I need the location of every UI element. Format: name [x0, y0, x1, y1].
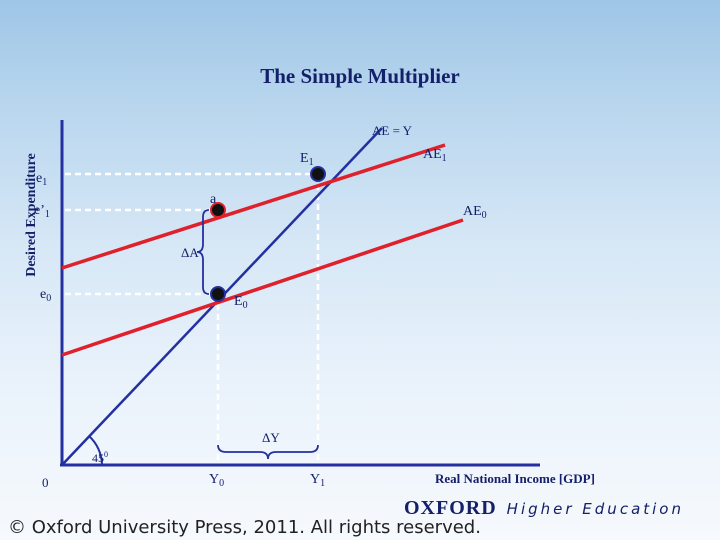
x-axis-label: Real National Income [GDP] — [435, 471, 595, 486]
e1prime-axis-label: e’1 — [34, 203, 50, 220]
ae0-label: AE0 — [463, 204, 487, 221]
e1-point-label: E1 — [300, 151, 314, 168]
point-e1 — [310, 166, 326, 182]
delta-y-label: ΔY — [262, 430, 280, 445]
delta-a-label: ΔA — [181, 245, 199, 260]
e1-axis-label: e1 — [36, 171, 47, 188]
ae1-label: AE1 — [423, 147, 447, 164]
angle-arc — [88, 435, 103, 466]
y1-label: Y1 — [310, 472, 325, 489]
delta-y-brace — [217, 444, 319, 460]
axes — [60, 120, 540, 467]
point-e0 — [210, 286, 226, 302]
copyright-notice: © Oxford University Press, 2011. All rig… — [8, 517, 481, 538]
origin-label: 0 — [42, 475, 49, 490]
ae-equals-y-label: AE = Y — [372, 123, 413, 138]
diagram-title: The Simple Multiplier — [260, 64, 460, 88]
angle-label: 450 — [92, 450, 108, 465]
ae0-line — [61, 218, 464, 357]
a-point-label: a — [210, 192, 217, 207]
oxford-logo: OXFORD Higher Education — [404, 497, 684, 520]
guide-lines — [65, 172, 320, 463]
ae1-line — [61, 143, 446, 270]
e0-point-label: E0 — [234, 294, 248, 311]
logo-oxford-text: OXFORD — [404, 497, 497, 519]
e0-axis-label: e0 — [40, 287, 51, 304]
delta-a-bracket — [196, 209, 210, 295]
logo-higher-education-text: Higher Education — [506, 500, 684, 518]
y0-label: Y0 — [209, 472, 224, 489]
point-a — [210, 202, 226, 218]
